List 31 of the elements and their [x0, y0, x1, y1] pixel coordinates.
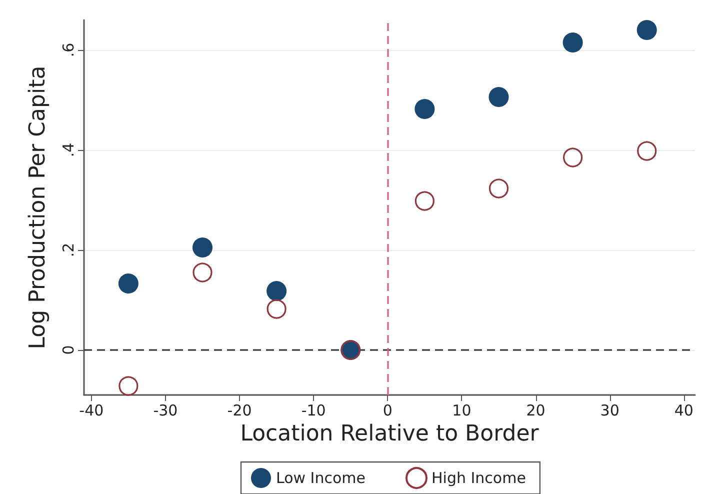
- point: [414, 99, 435, 119]
- x-tick-label: -30: [153, 402, 178, 420]
- x-tick-label: 40: [674, 402, 694, 420]
- point: [636, 20, 657, 40]
- point: [192, 238, 212, 258]
- point: [563, 148, 583, 168]
- point: [414, 191, 434, 211]
- x-tick-label: 10: [452, 402, 472, 420]
- point: [118, 376, 138, 396]
- legend-label: Low Income: [276, 469, 366, 487]
- y-axis-title: Log Production Per Capita: [26, 66, 50, 350]
- y-tick-label: .6: [60, 42, 78, 58]
- point: [266, 281, 287, 301]
- y-tick-label: .2: [60, 242, 78, 258]
- point: [637, 141, 657, 161]
- point: [488, 178, 509, 198]
- x-tick-label: -40: [79, 402, 104, 420]
- y-tick-label: 0: [60, 345, 78, 355]
- x-tick-label: -10: [301, 402, 326, 420]
- point: [562, 32, 583, 52]
- x-tick-label: 0: [382, 402, 392, 420]
- x-tick-label: 30: [600, 402, 620, 420]
- x-tick-label: -20: [227, 402, 252, 420]
- legend-label: High Income: [432, 469, 526, 487]
- y-tick-label: .4: [60, 142, 78, 158]
- point: [192, 262, 212, 282]
- point: [488, 87, 509, 107]
- point: [118, 274, 138, 294]
- point: [266, 299, 286, 319]
- x-tick-label: 20: [526, 402, 546, 420]
- x-axis-title: Location Relative to Border: [240, 422, 540, 446]
